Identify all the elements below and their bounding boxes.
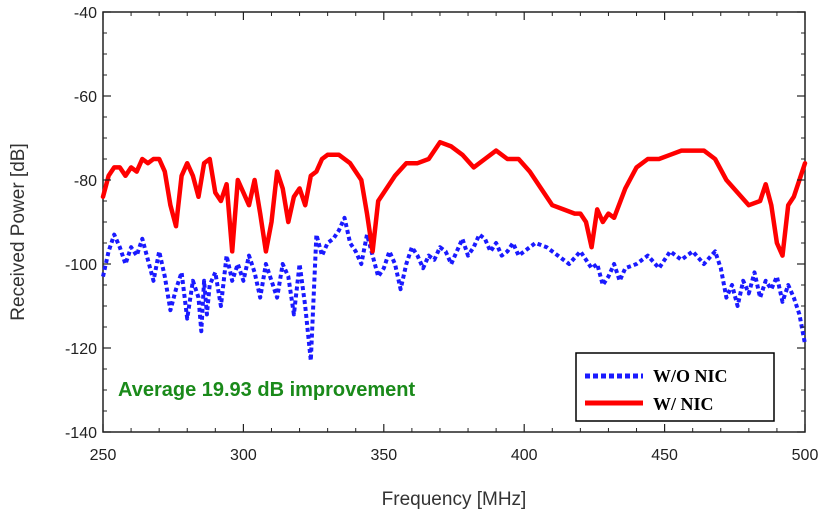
series-line-w-nic xyxy=(100,139,808,258)
y-tick-label: -120 xyxy=(65,341,97,358)
x-tick-label: 400 xyxy=(511,447,538,464)
legend: W/O NIC W/ NIC xyxy=(575,352,775,422)
legend-label-w-nic: W/ NIC xyxy=(653,394,714,414)
x-tick-label: 500 xyxy=(792,447,819,464)
y-tick-label: -80 xyxy=(74,173,97,190)
y-tick-label: -140 xyxy=(65,425,97,442)
y-tick-label: -100 xyxy=(65,257,97,274)
ticks-layer: -40 -60 -80 -100 -120 -140 250 300 350 400 450 500 xyxy=(65,5,818,464)
x-tick-label: 350 xyxy=(370,447,397,464)
y-axis-title: Received Power [dB] xyxy=(8,143,29,320)
x-tick-label: 250 xyxy=(90,447,117,464)
legend-box xyxy=(575,352,775,422)
legend-label-wo-nic: W/O NIC xyxy=(653,366,728,386)
series-line-wo-nic xyxy=(101,215,807,363)
y-tick-label: -40 xyxy=(74,5,97,22)
x-tick-label: 300 xyxy=(230,447,257,464)
series-layer xyxy=(100,139,808,363)
y-tick-label: -60 xyxy=(74,89,97,106)
annotation-text: Average 19.93 dB improvement xyxy=(118,379,415,401)
x-axis-title: Frequency [MHz] xyxy=(382,489,527,510)
x-tick-label: 450 xyxy=(651,447,678,464)
